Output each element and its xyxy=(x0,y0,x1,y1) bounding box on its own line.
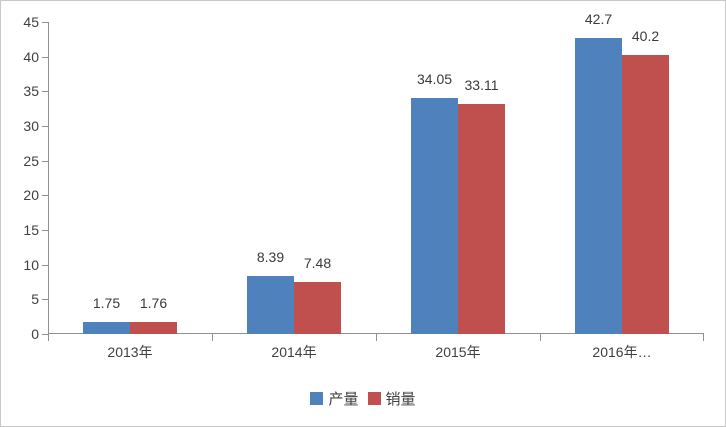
y-tick-label: 25 xyxy=(23,152,39,169)
bar xyxy=(622,55,669,334)
legend-swatch xyxy=(367,392,381,405)
y-tick-mark xyxy=(42,91,48,93)
data-label: 1.75 xyxy=(92,295,121,311)
y-tick-label: 10 xyxy=(23,256,39,273)
bar xyxy=(458,104,505,334)
category-label: 2013年 xyxy=(107,344,153,360)
category-label: 2016年… xyxy=(592,344,652,360)
y-tick-label: 15 xyxy=(23,222,39,238)
y-tick-mark xyxy=(42,264,48,266)
y-tick-mark xyxy=(42,126,48,127)
y-tick-mark xyxy=(42,160,48,162)
data-label: 1.76 xyxy=(139,295,168,311)
x-axis-line xyxy=(48,333,704,334)
data-label: 40.2 xyxy=(631,28,660,44)
category-label: 2015年 xyxy=(435,344,481,360)
bar xyxy=(247,276,294,334)
data-label: 42.7 xyxy=(584,11,613,27)
y-tick-label: 40 xyxy=(23,48,39,65)
y-tick-label: 5 xyxy=(31,291,39,308)
data-label: 7.48 xyxy=(303,255,332,271)
data-label: 34.05 xyxy=(416,71,453,87)
y-tick-label: 0 xyxy=(31,326,39,342)
x-tick-mark xyxy=(540,334,541,341)
y-tick-label: 30 xyxy=(23,118,39,134)
bar xyxy=(83,322,130,334)
legend-item: 产量 xyxy=(310,388,359,409)
legend: 产量 销量 xyxy=(1,388,725,409)
legend-swatch xyxy=(310,392,324,405)
y-tick-label: 35 xyxy=(23,83,39,100)
category-label: 2014年 xyxy=(271,344,317,360)
y-tick-label: 20 xyxy=(23,187,39,204)
y-tick-mark xyxy=(42,230,48,231)
data-label: 33.11 xyxy=(464,77,499,93)
legend-label: 产量 xyxy=(328,391,359,408)
data-label: 8.39 xyxy=(256,249,285,265)
y-tick-label: 45 xyxy=(23,14,39,30)
y-tick-mark xyxy=(42,22,48,23)
legend-item: 销量 xyxy=(367,388,416,409)
bar xyxy=(130,322,177,334)
x-tick-mark xyxy=(376,334,377,341)
x-tick-mark xyxy=(48,334,49,341)
bar xyxy=(294,282,341,334)
x-tick-mark xyxy=(703,334,704,341)
y-axis-line xyxy=(48,22,49,340)
plot-area: 0 5 10 15 20 25 30 35 40 45 2013年 2014年 2015年 2016年…… xyxy=(23,11,704,360)
x-tick-mark xyxy=(212,334,213,341)
y-tick-mark xyxy=(42,195,48,197)
y-tick-mark xyxy=(42,334,48,335)
y-tick-mark xyxy=(42,56,48,58)
y-tick-mark xyxy=(42,299,48,301)
legend-label: 销量 xyxy=(385,391,416,408)
bar xyxy=(411,98,458,334)
bar xyxy=(575,38,622,334)
